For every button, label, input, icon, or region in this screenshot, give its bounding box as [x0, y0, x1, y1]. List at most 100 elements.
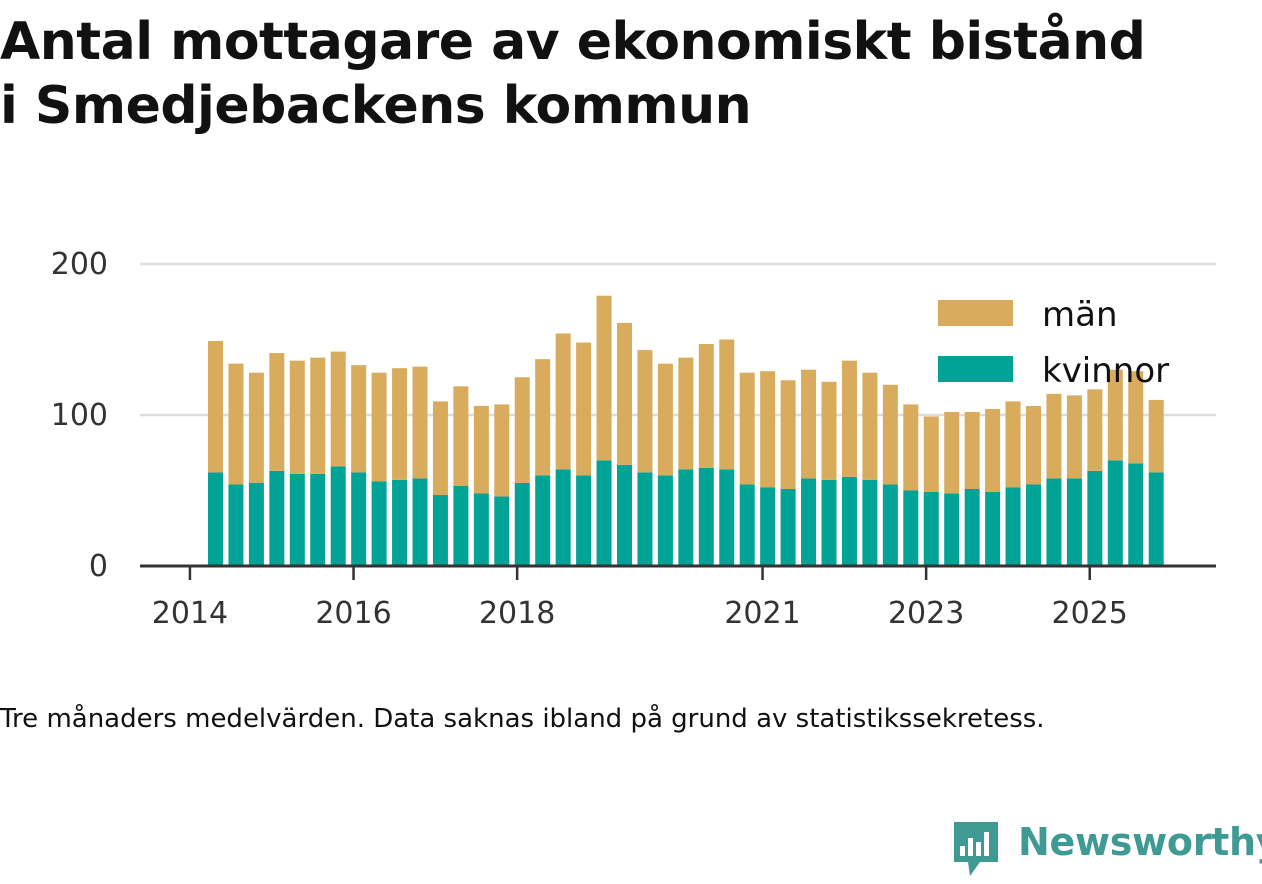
- x-tick-label-2014: 2014: [152, 596, 228, 631]
- newsworthy-logo-icon: [954, 822, 998, 876]
- bar-man-12: [453, 386, 469, 486]
- bar-kvinnor-23: [678, 469, 694, 566]
- bar-kvinnor-21: [637, 472, 653, 566]
- bar-man-14: [494, 404, 510, 497]
- bar-kvinnor-30: [821, 479, 837, 566]
- x-axis: [140, 564, 1216, 580]
- bar-man-25: [719, 339, 735, 470]
- bar-kvinnor-37: [964, 488, 980, 566]
- bar-man-44: [1107, 369, 1123, 461]
- bar-kvinnor-24: [698, 467, 714, 566]
- bar-man-8: [371, 372, 387, 482]
- bar-kvinnor-31: [841, 476, 857, 566]
- bar-man-10: [412, 366, 428, 479]
- bar-kvinnor-18: [576, 475, 592, 566]
- bar-man-39: [1005, 401, 1021, 488]
- bar-man-15: [514, 377, 530, 483]
- bar-kvinnor-17: [555, 469, 571, 566]
- bar-man-23: [678, 357, 694, 470]
- bar-man-2: [248, 372, 264, 483]
- bar-kvinnor-16: [535, 475, 551, 566]
- bar-man-11: [432, 401, 448, 496]
- bar-kvinnor-12: [453, 485, 469, 566]
- bar-kvinnor-44: [1107, 460, 1123, 566]
- bar-kvinnor-4: [289, 473, 305, 566]
- bar-man-16: [535, 359, 551, 476]
- bar-man-18: [576, 342, 592, 476]
- bar-kvinnor-5: [310, 473, 326, 566]
- bar-kvinnor-29: [801, 478, 817, 566]
- bar-man-36: [944, 411, 960, 494]
- bar-man-9: [392, 368, 408, 480]
- bar-kvinnor-38: [985, 492, 1001, 566]
- x-tick-label-2023: 2023: [888, 596, 964, 631]
- bar-man-20: [617, 322, 632, 465]
- bar-kvinnor-41: [1046, 478, 1062, 566]
- bar-man-6: [330, 351, 346, 467]
- bar-man-45: [1128, 371, 1144, 464]
- bar-kvinnor-45: [1128, 463, 1144, 566]
- bar-kvinnor-25: [719, 469, 735, 566]
- newsworthy-logo: Newsworthy: [950, 818, 1262, 880]
- x-tick-labels: 2014 2016 2018 2021 2023 2025: [152, 596, 1128, 631]
- bar-man-43: [1087, 389, 1103, 471]
- y-tick-labels: 0 100 200: [51, 247, 108, 584]
- bar-man-24: [698, 344, 714, 468]
- bar-kvinnor-26: [739, 484, 755, 566]
- x-tick-label-2016: 2016: [315, 596, 391, 631]
- bar-man-38: [985, 408, 1001, 493]
- bar-kvinnor-14: [494, 496, 510, 566]
- legend-swatch-kvinnor: [938, 356, 1013, 382]
- bar-kvinnor-3: [269, 470, 285, 566]
- bar-kvinnor-10: [412, 478, 428, 566]
- bar-man-34: [903, 404, 919, 491]
- bar-kvinnor-7: [351, 472, 367, 566]
- bar-kvinnor-2: [248, 482, 264, 566]
- bar-man-31: [841, 360, 857, 477]
- bar-kvinnor-33: [882, 484, 898, 566]
- bar-man-32: [862, 372, 878, 480]
- bar-man-37: [964, 411, 980, 489]
- bar-man-28: [780, 380, 796, 489]
- bar-man-27: [760, 371, 776, 488]
- bar-kvinnor-22: [657, 475, 673, 566]
- bar-kvinnor-13: [473, 493, 489, 566]
- y-tick-label-0: 0: [89, 549, 108, 584]
- bar-kvinnor-0: [208, 472, 223, 566]
- bar-kvinnor-46: [1148, 472, 1164, 566]
- bar-man-40: [1026, 405, 1041, 485]
- bar-man-35: [923, 416, 939, 493]
- bar-kvinnor-34: [903, 490, 919, 566]
- bar-man-17: [555, 333, 571, 470]
- y-tick-label-100: 100: [51, 398, 108, 433]
- bar-man-1: [228, 363, 244, 485]
- bar-chart: 0 100 200 2014 2016 2018 2021 2023 2025 män kvin…: [51, 247, 1216, 631]
- bar-kvinnor-35: [923, 492, 939, 566]
- bar-kvinnor-20: [617, 464, 632, 566]
- x-tick-label-2018: 2018: [479, 596, 555, 631]
- legend-label-man: män: [1042, 295, 1118, 335]
- bar-man-33: [882, 384, 898, 485]
- bar-kvinnor-32: [862, 479, 878, 566]
- chart-title: Antal mottagare av ekonomiskt bistånd i …: [0, 10, 1262, 138]
- chart-title-line-2: i Smedjebackens kommun: [0, 76, 752, 136]
- bar-man-41: [1046, 393, 1062, 479]
- bar-man-3: [269, 353, 285, 471]
- bar-kvinnor-42: [1066, 478, 1082, 566]
- x-tick-label-2025: 2025: [1052, 596, 1128, 631]
- bar-kvinnor-27: [760, 487, 776, 566]
- bar-kvinnor-19: [596, 460, 612, 566]
- newsworthy-logo-text: Newsworthy: [1018, 820, 1262, 864]
- bar-kvinnor-6: [330, 466, 346, 566]
- bar-kvinnor-1: [228, 484, 244, 566]
- bar-man-26: [739, 372, 755, 485]
- chart-title-line-1: Antal mottagare av ekonomiskt bistånd: [0, 12, 1146, 72]
- bar-man-0: [208, 341, 223, 473]
- bar-man-22: [657, 363, 673, 476]
- y-tick-label-200: 200: [51, 247, 108, 282]
- bar-kvinnor-9: [392, 479, 408, 566]
- x-tick-label-2021: 2021: [724, 596, 800, 631]
- bar-man-42: [1066, 395, 1082, 479]
- bar-man-7: [351, 365, 367, 473]
- bar-kvinnor-28: [780, 488, 796, 566]
